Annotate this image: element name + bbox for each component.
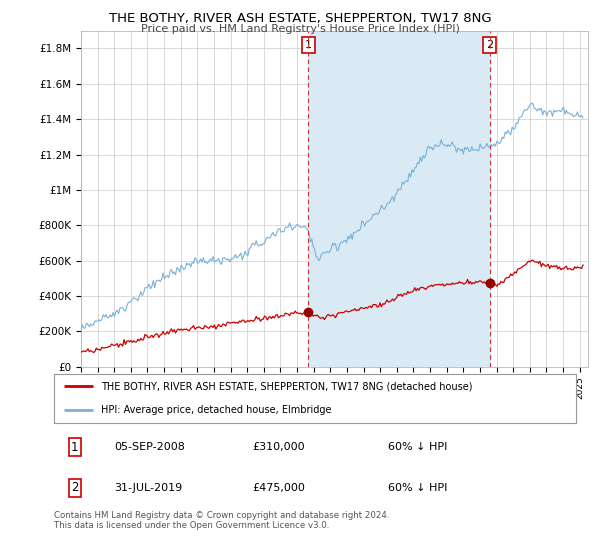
Text: £475,000: £475,000 — [253, 483, 305, 493]
Text: 1: 1 — [71, 441, 79, 454]
Text: 60% ↓ HPI: 60% ↓ HPI — [388, 442, 448, 452]
Text: 60% ↓ HPI: 60% ↓ HPI — [388, 483, 448, 493]
Text: 2: 2 — [71, 482, 79, 494]
Text: 1: 1 — [305, 40, 312, 50]
Text: £310,000: £310,000 — [253, 442, 305, 452]
Text: 2: 2 — [486, 40, 493, 50]
Text: 05-SEP-2008: 05-SEP-2008 — [114, 442, 185, 452]
Text: Contains HM Land Registry data © Crown copyright and database right 2024.
This d: Contains HM Land Registry data © Crown c… — [54, 511, 389, 530]
Text: 31-JUL-2019: 31-JUL-2019 — [114, 483, 182, 493]
Bar — [308, 31, 490, 367]
Text: HPI: Average price, detached house, Elmbridge: HPI: Average price, detached house, Elmb… — [101, 405, 331, 415]
Text: Price paid vs. HM Land Registry's House Price Index (HPI): Price paid vs. HM Land Registry's House … — [140, 24, 460, 34]
Text: THE BOTHY, RIVER ASH ESTATE, SHEPPERTON, TW17 8NG (detached house): THE BOTHY, RIVER ASH ESTATE, SHEPPERTON,… — [101, 381, 472, 391]
Text: THE BOTHY, RIVER ASH ESTATE, SHEPPERTON, TW17 8NG: THE BOTHY, RIVER ASH ESTATE, SHEPPERTON,… — [109, 12, 491, 25]
